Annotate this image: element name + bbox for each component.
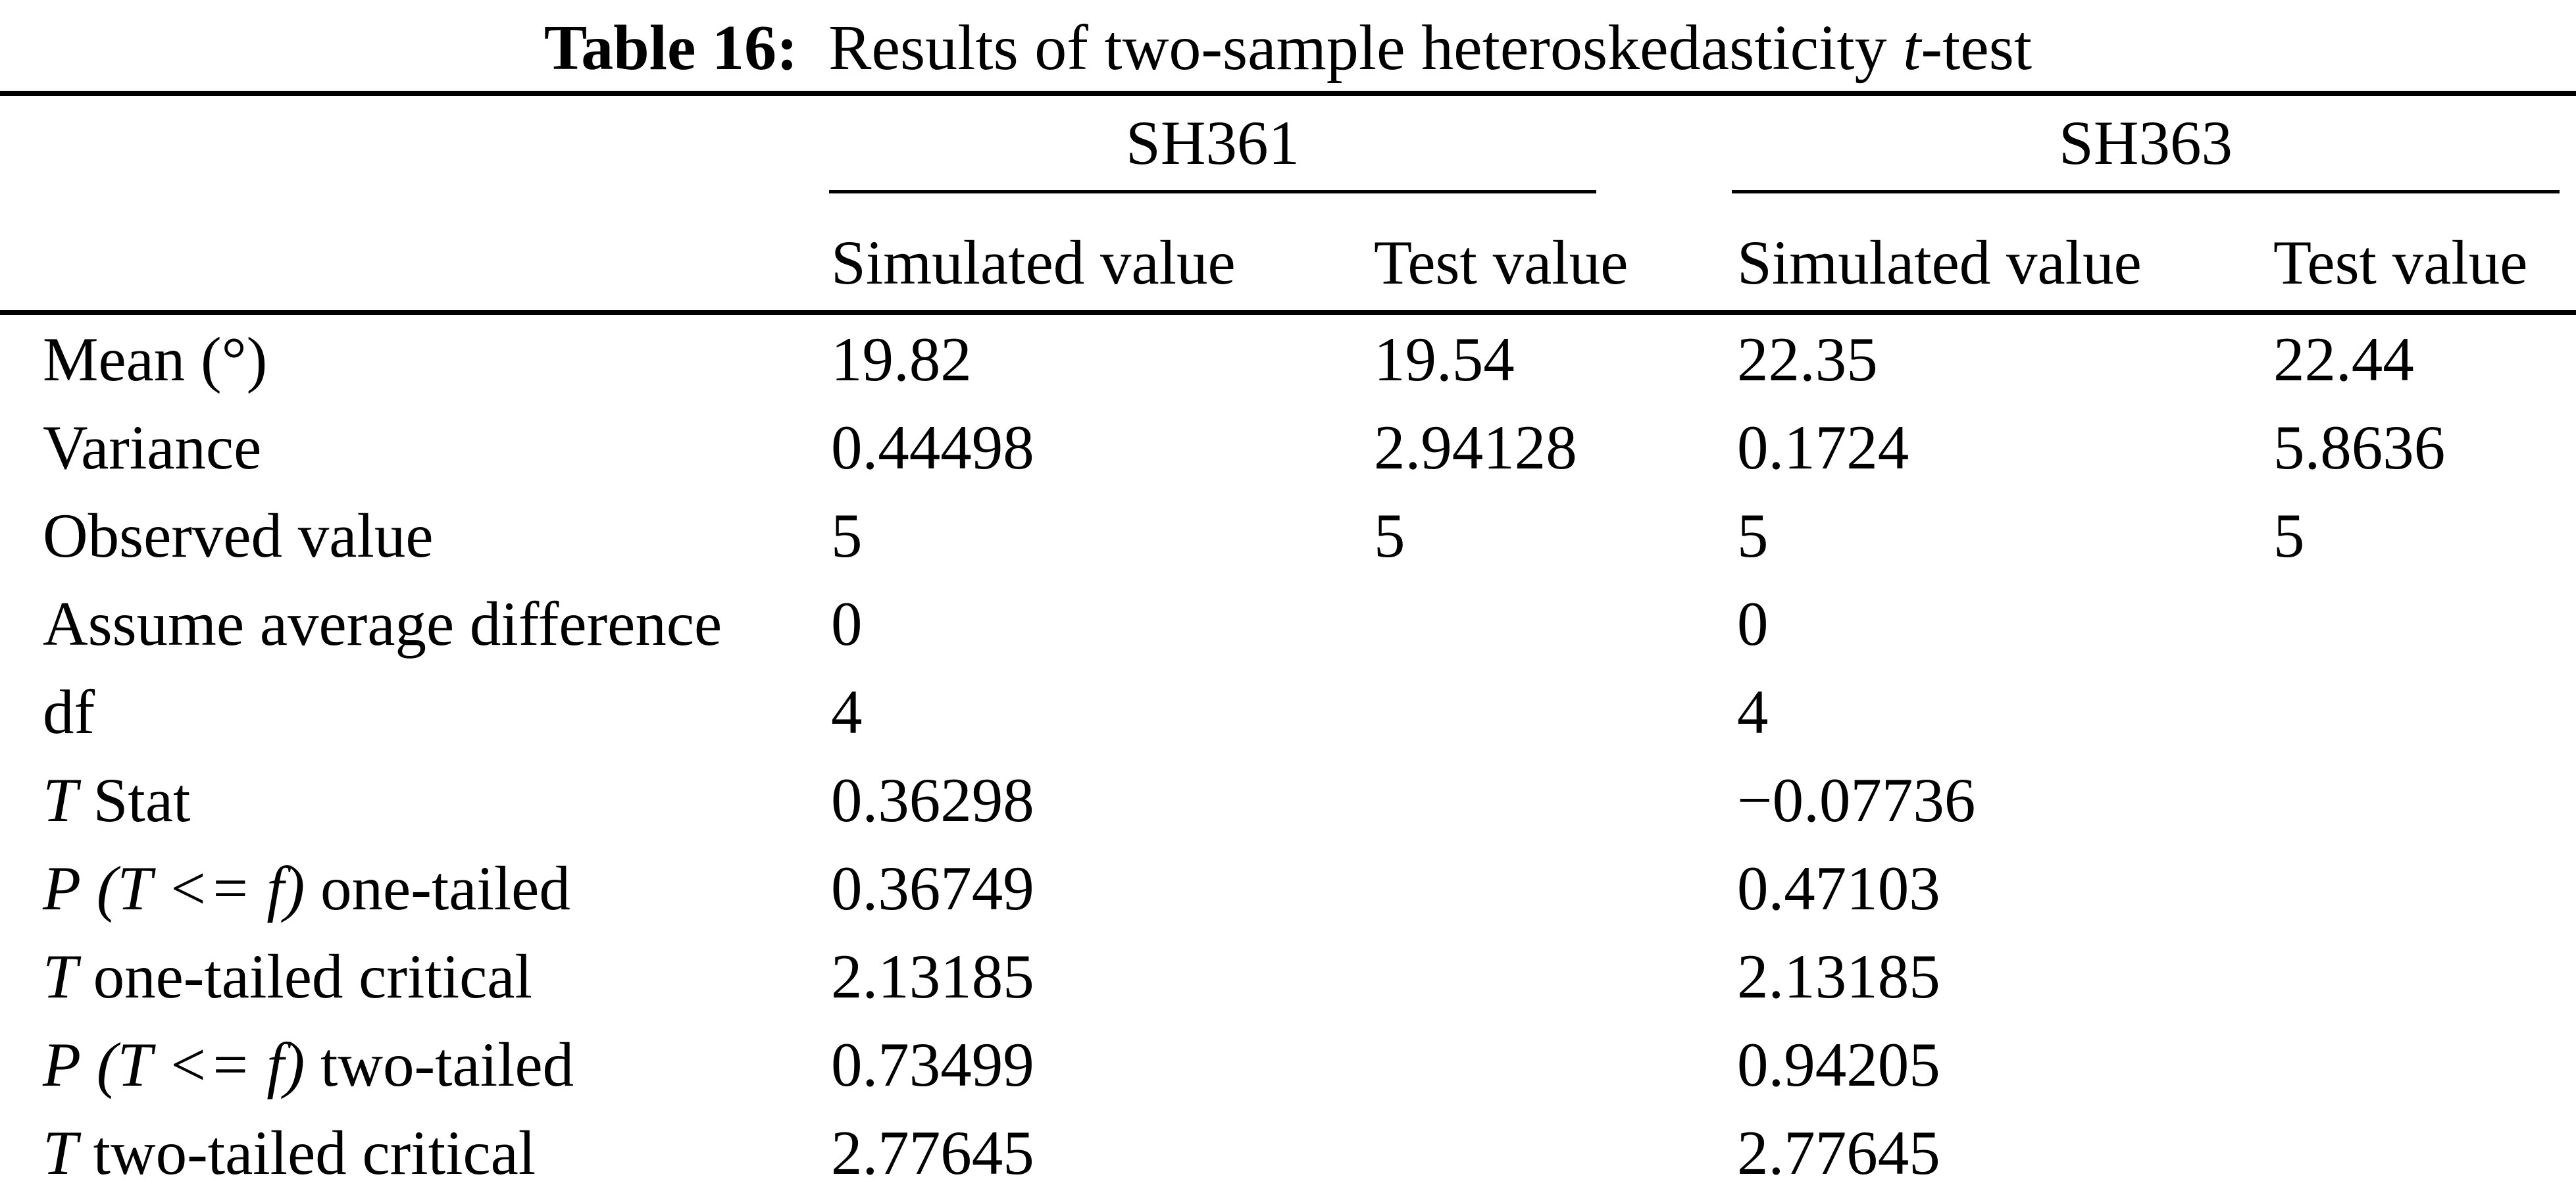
cell-value: 2.94128	[1374, 412, 1577, 482]
cell-value: 22.44	[2273, 324, 2414, 394]
table-row: T Stat 0.36298 −0.07736	[0, 756, 2576, 844]
table-row: Observed value 5 5 5 5	[0, 492, 2576, 580]
cell-value: −0.07736	[1737, 765, 1976, 835]
cell-value	[1369, 844, 1732, 932]
cell-value: 0	[1737, 588, 1769, 659]
row-label: Variance	[43, 412, 262, 482]
cell-value: 5.8636	[2273, 412, 2446, 482]
sub-header-sh361-simulated: Simulated value	[831, 228, 1236, 297]
cell-value: 2.77645	[1737, 1117, 1940, 1187]
cell-value: 0.36749	[831, 853, 1034, 923]
table-row: df 4 4	[0, 668, 2576, 756]
cell-value	[1369, 756, 1732, 844]
cell-value: 22.35	[1737, 324, 1878, 394]
caption-italic-t: t	[1903, 13, 1921, 84]
table-row: Assume average difference 0 0	[0, 580, 2576, 668]
caption-label: Table 16:	[543, 13, 798, 84]
cell-value: 2.13185	[1737, 941, 1940, 1011]
cell-value: 19.54	[1374, 324, 1515, 394]
cell-value	[2268, 1109, 2576, 1187]
group-header-row: SH361 SH363	[0, 93, 2576, 193]
cell-value: 0.1724	[1737, 412, 1909, 482]
row-label: Assume average difference	[43, 588, 722, 659]
row-label: T Stat	[43, 765, 191, 835]
cell-value: 5	[2273, 500, 2305, 570]
cell-value: 5	[1374, 500, 1405, 570]
table-header: SH361 SH363 Simulated value Test value S…	[0, 93, 2576, 313]
cell-value: 0.47103	[1737, 853, 1940, 923]
column-group-sh361-label: SH361	[829, 96, 1597, 193]
cell-value	[1369, 668, 1732, 756]
table-row: P (T <= f) two-tailed 0.73499 0.94205	[0, 1021, 2576, 1109]
group-header-spacer	[0, 93, 826, 193]
row-label: P (T <= f) one-tailed	[43, 853, 570, 923]
cell-value	[1369, 932, 1732, 1021]
column-group-sh361: SH361	[826, 93, 1732, 193]
cell-value	[1369, 1109, 1732, 1187]
cell-value: 4	[831, 676, 863, 747]
sub-header-row: Simulated value Test value Simulated val…	[0, 193, 2576, 313]
sub-header-sh361-test: Test value	[1374, 228, 1629, 297]
table-row: T two-tailed critical 2.77645 2.77645	[0, 1109, 2576, 1187]
caption-suffix: -test	[1921, 13, 2033, 84]
table-row: P (T <= f) one-tailed 0.36749 0.47103	[0, 844, 2576, 932]
cell-value: 5	[831, 500, 863, 570]
row-label: P (T <= f) two-tailed	[43, 1029, 574, 1099]
column-group-sh363-label: SH363	[1732, 96, 2560, 193]
table-body: Mean (°) 19.82 19.54 22.35 22.44 Variance 0.44…	[0, 313, 2576, 1187]
cell-value	[1369, 1021, 1732, 1109]
cell-value	[2268, 580, 2576, 668]
cell-value: 0	[831, 588, 863, 659]
row-label: T one-tailed critical	[43, 941, 532, 1011]
cell-value	[2268, 668, 2576, 756]
cell-value: 5	[1737, 500, 1769, 570]
cell-value: 0.94205	[1737, 1029, 1940, 1099]
table-caption: Table 16: Results of two-sample heterosk…	[0, 0, 2576, 91]
row-label: Observed value	[43, 500, 434, 570]
column-group-sh363: SH363	[1732, 93, 2576, 193]
stats-table: SH361 SH363 Simulated value Test value S…	[0, 91, 2576, 1187]
table-row: Variance 0.44498 2.94128 0.1724 5.8636	[0, 403, 2576, 492]
cell-value: 19.82	[831, 324, 972, 394]
table-row: T one-tailed critical 2.13185 2.13185	[0, 932, 2576, 1021]
cell-value: 4	[1737, 676, 1769, 747]
sub-header-sh363-test: Test value	[2273, 228, 2528, 297]
sub-header-spacer	[0, 193, 826, 313]
cell-value	[1369, 580, 1732, 668]
cell-value	[2268, 1021, 2576, 1109]
sub-header-sh363-simulated: Simulated value	[1737, 228, 2142, 297]
cell-value: 0.73499	[831, 1029, 1034, 1099]
row-label: df	[43, 676, 95, 747]
table-row: Mean (°) 19.82 19.54 22.35 22.44	[0, 313, 2576, 403]
cell-value: 0.36298	[831, 765, 1034, 835]
caption-text: Results of two-sample heteroskedasticity	[812, 13, 1904, 84]
cell-value	[2268, 932, 2576, 1021]
row-label: Mean (°)	[43, 324, 268, 394]
cell-value: 0.44498	[831, 412, 1034, 482]
cell-value	[2268, 756, 2576, 844]
cell-value: 2.13185	[831, 941, 1034, 1011]
cell-value	[2268, 844, 2576, 932]
cell-value: 2.77645	[831, 1117, 1034, 1187]
row-label: T two-tailed critical	[43, 1117, 536, 1187]
